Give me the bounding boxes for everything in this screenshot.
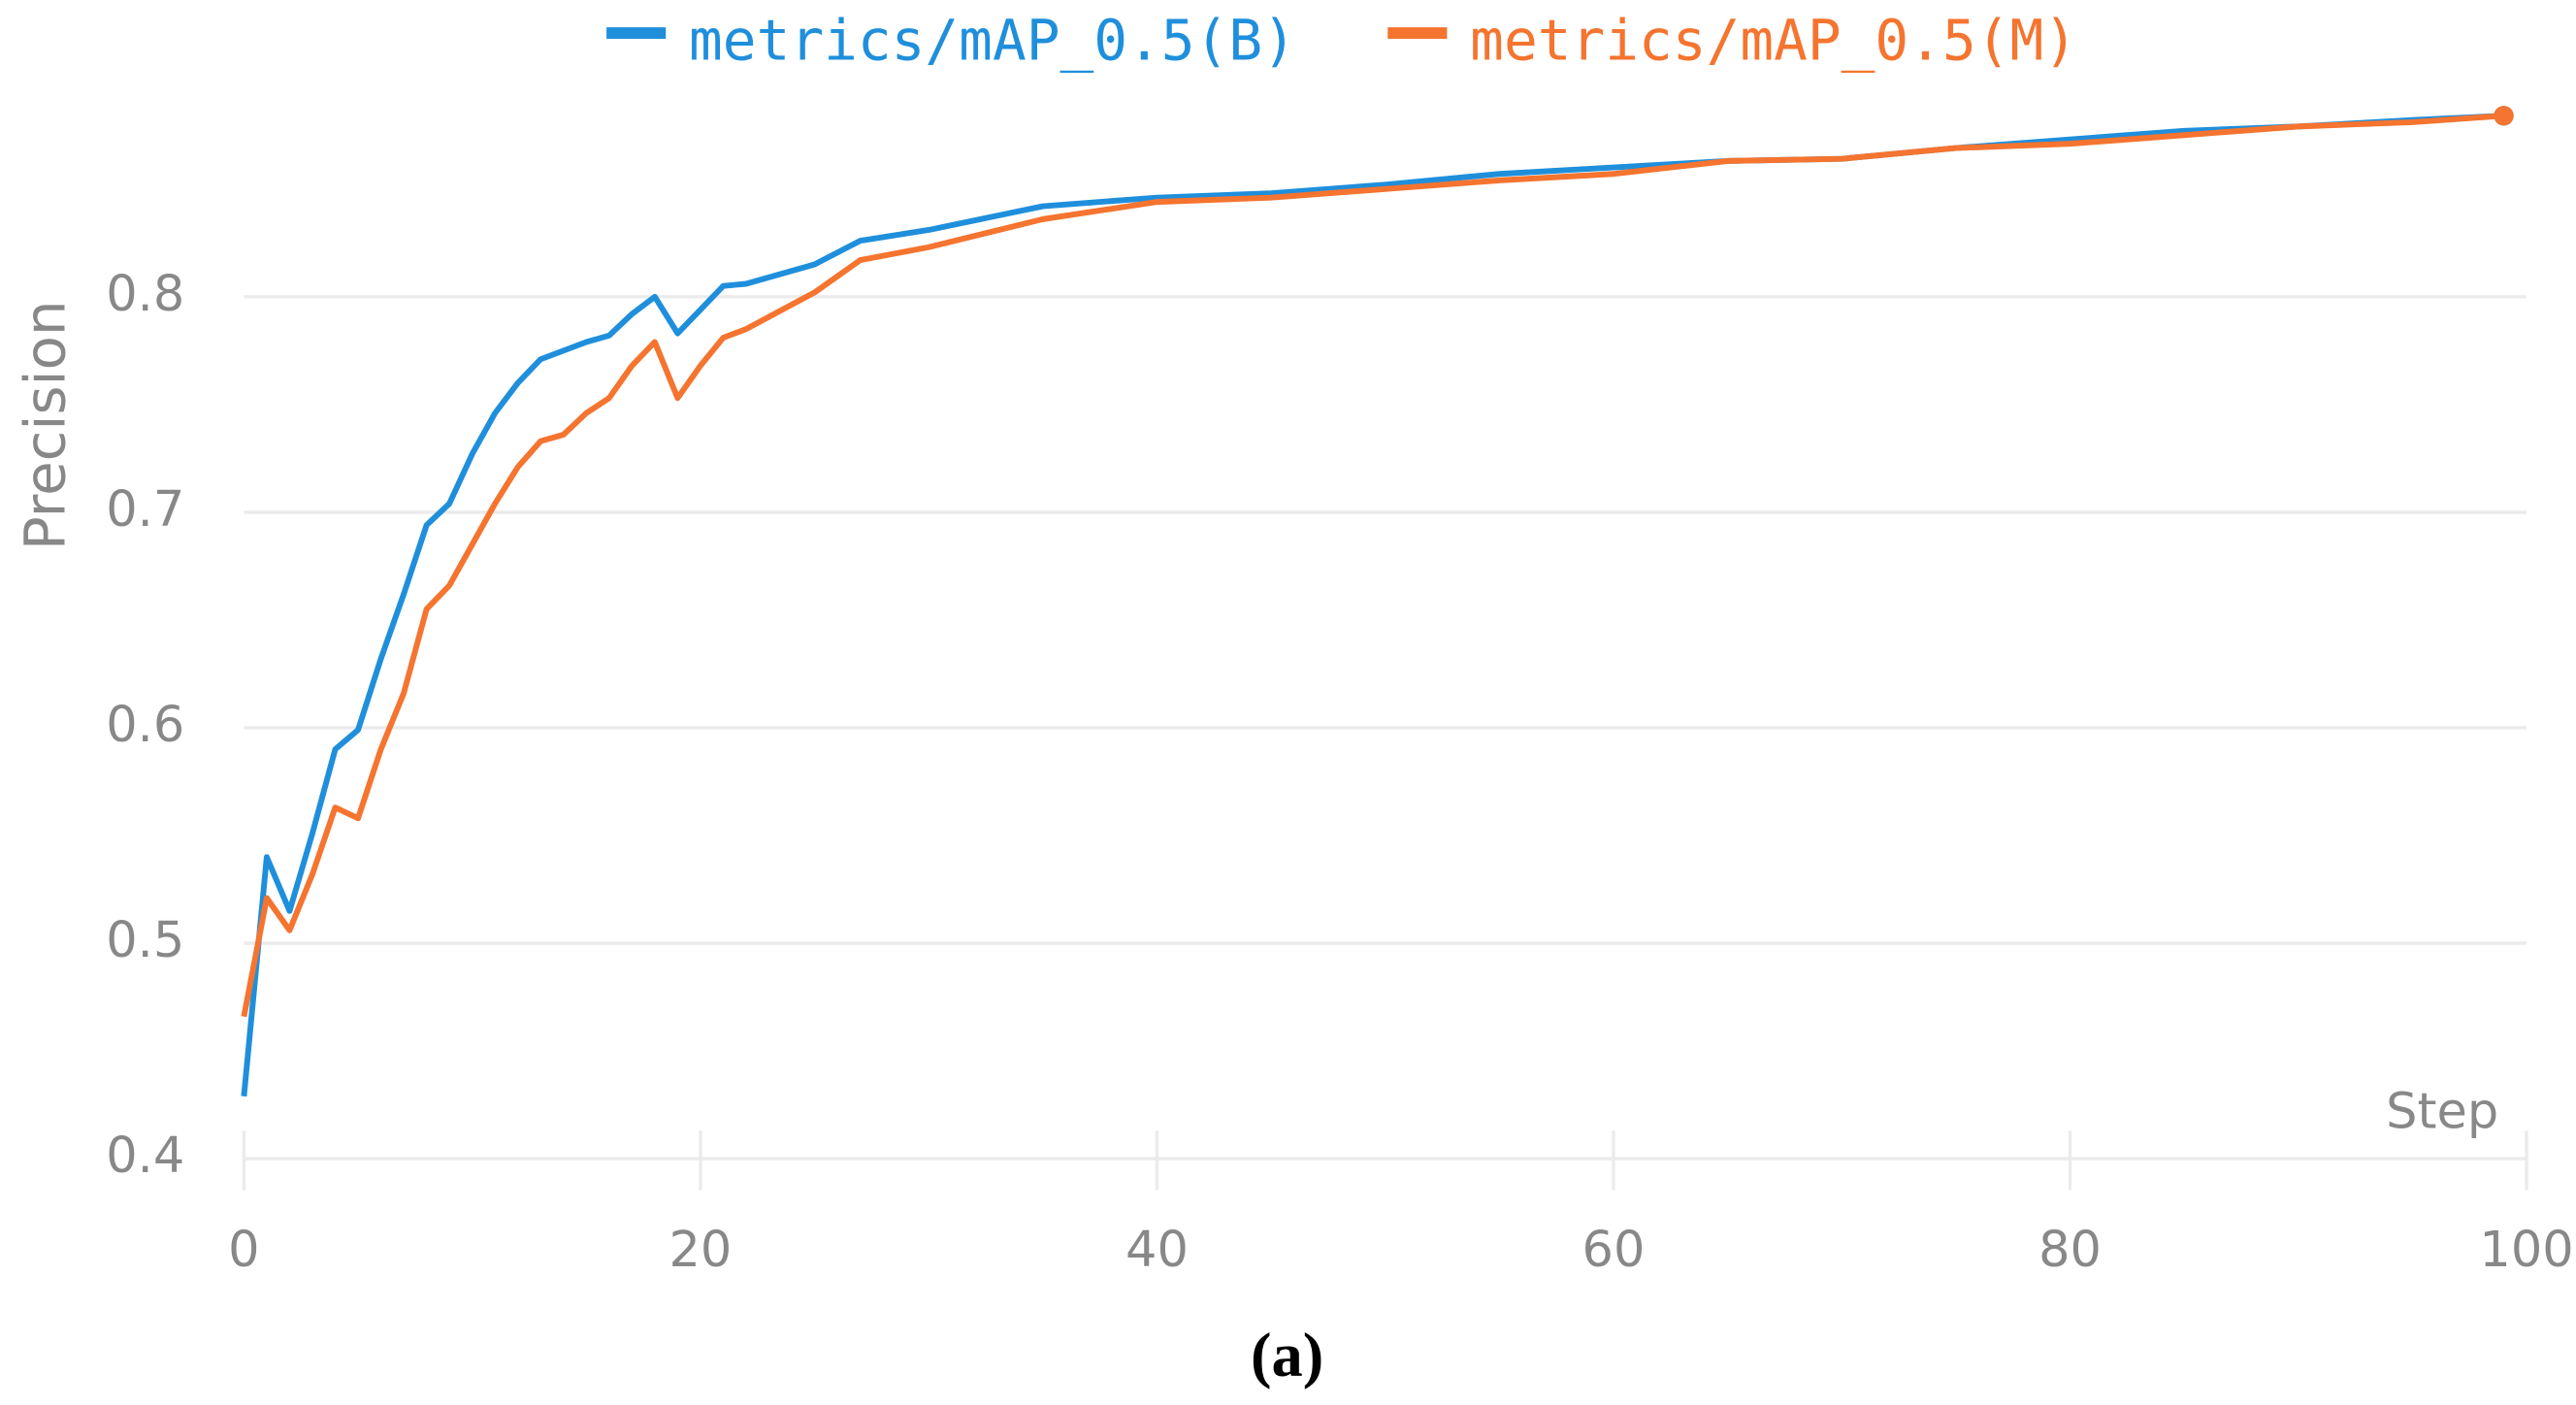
series-line (241, 113, 2504, 1097)
y-axis-label: Precision (13, 300, 79, 550)
x-tick-label: 80 (2038, 1222, 2102, 1279)
legend-label: metrics/mAP_0.5(B) (689, 8, 1296, 74)
y-tick-label: 0.6 (106, 697, 184, 754)
x-tick-label: 100 (2479, 1222, 2573, 1279)
x-tick-label: 20 (669, 1222, 733, 1279)
y-tick-label: 0.4 (106, 1127, 184, 1185)
x-tick-label: 0 (228, 1222, 259, 1279)
end-dot (2494, 106, 2514, 126)
y-tick-label: 0.5 (106, 912, 184, 969)
x-tick-label: 60 (1582, 1222, 1646, 1279)
series-line (241, 113, 2504, 1018)
caption: (a) (1251, 1320, 1323, 1389)
y-tick-label: 0.7 (106, 481, 184, 539)
y-tick-label: 0.8 (106, 266, 184, 323)
legend-label: metrics/mAP_0.5(M) (1470, 8, 2077, 74)
x-axis-label: Step (2386, 1083, 2498, 1140)
x-tick-label: 40 (1125, 1222, 1189, 1279)
